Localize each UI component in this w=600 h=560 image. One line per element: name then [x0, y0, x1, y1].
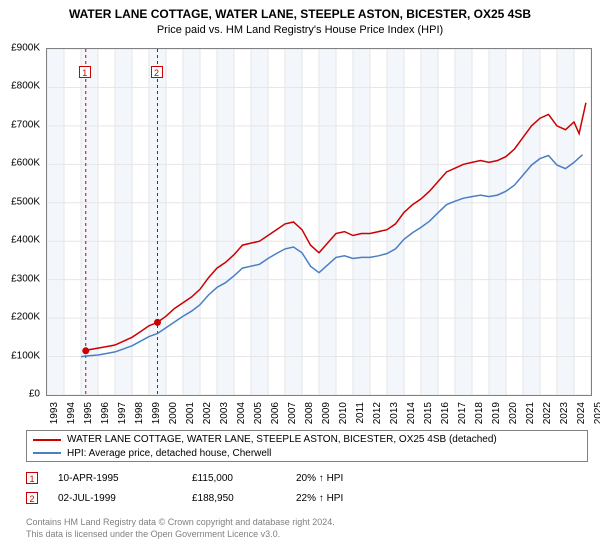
x-tick-label: 2024 — [576, 402, 587, 424]
x-tick-label: 1999 — [151, 402, 162, 424]
x-tick-label: 2004 — [236, 402, 247, 424]
transaction-row-2: 2 02-JUL-1999 £188,950 22% ↑ HPI — [26, 488, 588, 508]
legend-label-property: WATER LANE COTTAGE, WATER LANE, STEEPLE … — [67, 433, 497, 447]
x-tick-label: 2012 — [372, 402, 383, 424]
y-tick-label: £800K — [11, 81, 40, 92]
x-tick-label: 2002 — [202, 402, 213, 424]
x-tick-label: 2020 — [508, 402, 519, 424]
transaction-marker-2: 2 — [26, 492, 38, 504]
y-tick-label: £200K — [11, 312, 40, 323]
legend-label-hpi: HPI: Average price, detached house, Cher… — [67, 447, 271, 461]
x-axis: 1993 1994 1995 1996 1997 1998 1999 2000 2001 2002… — [46, 398, 592, 428]
x-tick-label: 2001 — [185, 402, 196, 424]
transaction-pct-2: 22% ↑ HPI — [296, 493, 386, 504]
x-tick-label: 2023 — [559, 402, 570, 424]
x-tick-label: 2018 — [474, 402, 485, 424]
x-tick-label: 2010 — [338, 402, 349, 424]
x-tick-label: 2022 — [542, 402, 553, 424]
chart-transaction-marker: 2 — [151, 66, 163, 78]
x-tick-label: 2013 — [389, 402, 400, 424]
transaction-price-1: £115,000 — [192, 473, 282, 484]
x-tick-label: 2015 — [423, 402, 434, 424]
x-tick-label: 2011 — [355, 402, 366, 424]
x-tick-label: 2007 — [287, 402, 298, 424]
transaction-pct-1: 20% ↑ HPI — [296, 473, 386, 484]
x-tick-label: 1998 — [134, 402, 145, 424]
plot-svg — [47, 49, 591, 395]
transaction-marker-1: 1 — [26, 472, 38, 484]
y-tick-label: £600K — [11, 158, 40, 169]
x-tick-label: 2017 — [457, 402, 468, 424]
transaction-price-2: £188,950 — [192, 493, 282, 504]
chart-container: WATER LANE COTTAGE, WATER LANE, STEEPLE … — [0, 0, 600, 560]
chart-area: 12 — [46, 48, 592, 418]
plot-area — [46, 48, 592, 396]
x-tick-label: 1994 — [66, 402, 77, 424]
x-tick-label: 1997 — [117, 402, 128, 424]
y-tick-label: £500K — [11, 196, 40, 207]
legend-swatch-property — [33, 439, 61, 441]
x-tick-label: 1995 — [83, 402, 94, 424]
legend-row-property: WATER LANE COTTAGE, WATER LANE, STEEPLE … — [33, 433, 581, 447]
chart-transaction-marker: 1 — [79, 66, 91, 78]
transaction-row-1: 1 10-APR-1995 £115,000 20% ↑ HPI — [26, 468, 588, 488]
x-tick-label: 2019 — [491, 402, 502, 424]
footer-line-2: This data is licensed under the Open Gov… — [26, 528, 588, 540]
legend: WATER LANE COTTAGE, WATER LANE, STEEPLE … — [26, 430, 588, 462]
y-tick-label: £300K — [11, 273, 40, 284]
y-tick-label: £0 — [29, 389, 40, 400]
y-tick-label: £100K — [11, 350, 40, 361]
x-tick-label: 2014 — [406, 402, 417, 424]
chart-title: WATER LANE COTTAGE, WATER LANE, STEEPLE … — [0, 0, 600, 22]
x-tick-label: 2005 — [253, 402, 264, 424]
x-tick-label: 2008 — [304, 402, 315, 424]
x-tick-label: 2003 — [219, 402, 230, 424]
x-tick-label: 2009 — [321, 402, 332, 424]
transaction-date-1: 10-APR-1995 — [58, 473, 178, 484]
footer: Contains HM Land Registry data © Crown c… — [26, 516, 588, 540]
legend-row-hpi: HPI: Average price, detached house, Cher… — [33, 447, 581, 461]
transaction-date-2: 02-JUL-1999 — [58, 493, 178, 504]
x-tick-label: 2016 — [440, 402, 451, 424]
x-tick-label: 1993 — [49, 402, 60, 424]
chart-subtitle: Price paid vs. HM Land Registry's House … — [0, 22, 600, 40]
legend-swatch-hpi — [33, 452, 61, 454]
x-tick-label: 2000 — [168, 402, 179, 424]
x-tick-label: 2021 — [525, 402, 536, 424]
x-tick-label: 2025 — [593, 402, 600, 424]
transactions-table: 1 10-APR-1995 £115,000 20% ↑ HPI 2 02-JU… — [26, 468, 588, 508]
y-axis: £0£100K£200K£300K£400K£500K£600K£700K£80… — [0, 48, 44, 396]
x-tick-label: 1996 — [100, 402, 111, 424]
x-tick-label: 2006 — [270, 402, 281, 424]
y-tick-label: £400K — [11, 235, 40, 246]
y-tick-label: £700K — [11, 119, 40, 130]
footer-line-1: Contains HM Land Registry data © Crown c… — [26, 516, 588, 528]
y-tick-label: £900K — [11, 43, 40, 54]
